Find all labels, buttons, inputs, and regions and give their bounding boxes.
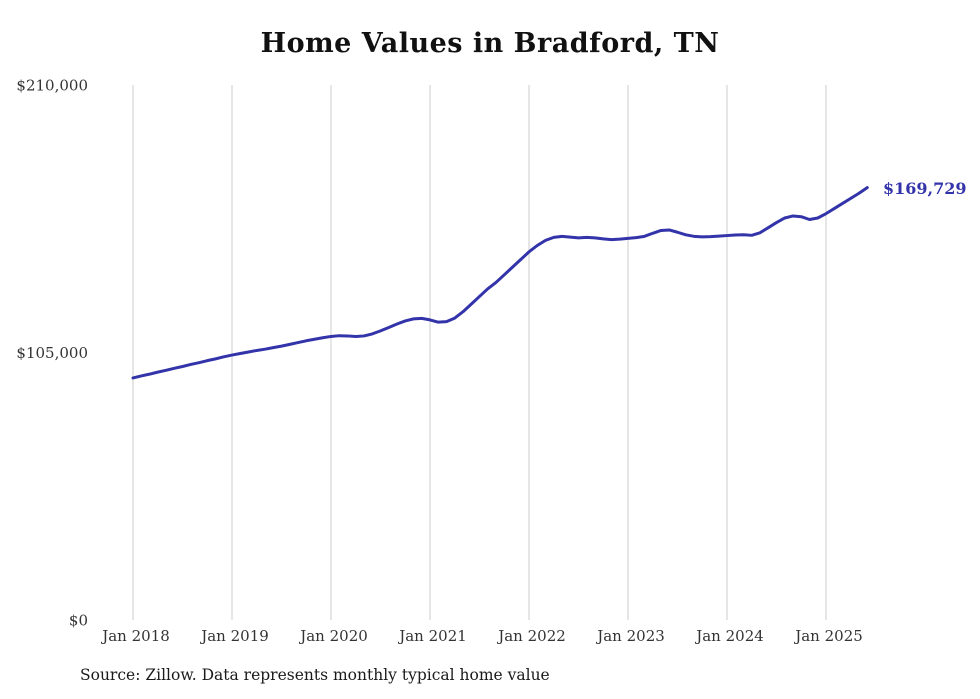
x-tick-label: Jan 2024 xyxy=(694,627,764,645)
latest-value-label: $169,729 xyxy=(883,179,967,198)
x-tick-label: Jan 2018 xyxy=(100,627,170,645)
x-tick-label: Jan 2025 xyxy=(793,627,863,645)
y-tick-label: $210,000 xyxy=(16,77,88,95)
x-tick-label: Jan 2021 xyxy=(397,627,467,645)
x-tick-label: Jan 2020 xyxy=(298,627,368,645)
x-tick-label: Jan 2022 xyxy=(496,627,566,645)
source-note: Source: Zillow. Data represents monthly … xyxy=(80,666,550,684)
y-tick-label: $0 xyxy=(69,612,88,630)
home-value-series-line xyxy=(131,186,869,380)
y-tick-label: $105,000 xyxy=(16,344,88,362)
x-tick-label: Jan 2019 xyxy=(199,627,269,645)
x-tick-label: Jan 2023 xyxy=(595,627,665,645)
chart-title: Home Values in Bradford, TN xyxy=(260,28,720,59)
